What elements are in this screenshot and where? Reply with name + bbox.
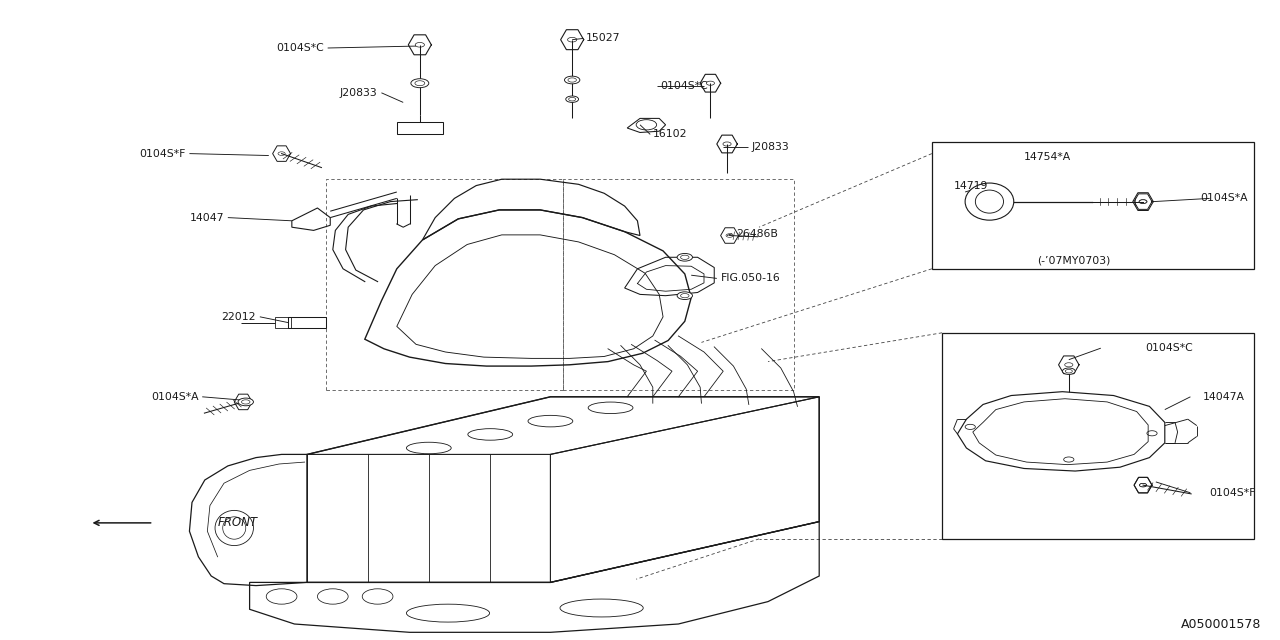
Circle shape <box>677 292 692 300</box>
Circle shape <box>411 79 429 88</box>
Text: 0104S*C: 0104S*C <box>1146 343 1193 353</box>
Text: J20833: J20833 <box>340 88 378 98</box>
Text: FIG.050-16: FIG.050-16 <box>721 273 781 284</box>
Text: 0104S*C: 0104S*C <box>276 43 324 53</box>
Text: 15027: 15027 <box>586 33 621 44</box>
Text: J20833: J20833 <box>751 142 788 152</box>
Text: 22012: 22012 <box>221 312 256 322</box>
Bar <box>932 142 1254 269</box>
Ellipse shape <box>965 183 1014 220</box>
Text: A050001578: A050001578 <box>1180 618 1261 630</box>
Bar <box>942 333 1254 539</box>
Circle shape <box>238 398 253 406</box>
Circle shape <box>1062 368 1075 374</box>
Text: 14719: 14719 <box>954 180 988 191</box>
Text: 14754*A: 14754*A <box>1024 152 1071 162</box>
Text: 0104S*C: 0104S*C <box>660 81 708 92</box>
Text: 0104S*F: 0104S*F <box>140 148 186 159</box>
Bar <box>275 317 291 328</box>
Text: 14047A: 14047A <box>1203 392 1245 402</box>
Circle shape <box>564 76 580 84</box>
Text: 0104S*A: 0104S*A <box>1201 193 1248 204</box>
Text: 0104S*A: 0104S*A <box>151 392 198 402</box>
Text: 26486B: 26486B <box>736 228 778 239</box>
Circle shape <box>566 96 579 102</box>
Circle shape <box>677 253 692 261</box>
Text: 0104S*F: 0104S*F <box>1210 488 1256 498</box>
Text: (-’07MY0703): (-’07MY0703) <box>1037 255 1110 266</box>
Text: 16102: 16102 <box>653 129 687 140</box>
Text: 14047: 14047 <box>189 212 224 223</box>
Bar <box>288 317 326 328</box>
Text: FRONT: FRONT <box>218 516 257 529</box>
